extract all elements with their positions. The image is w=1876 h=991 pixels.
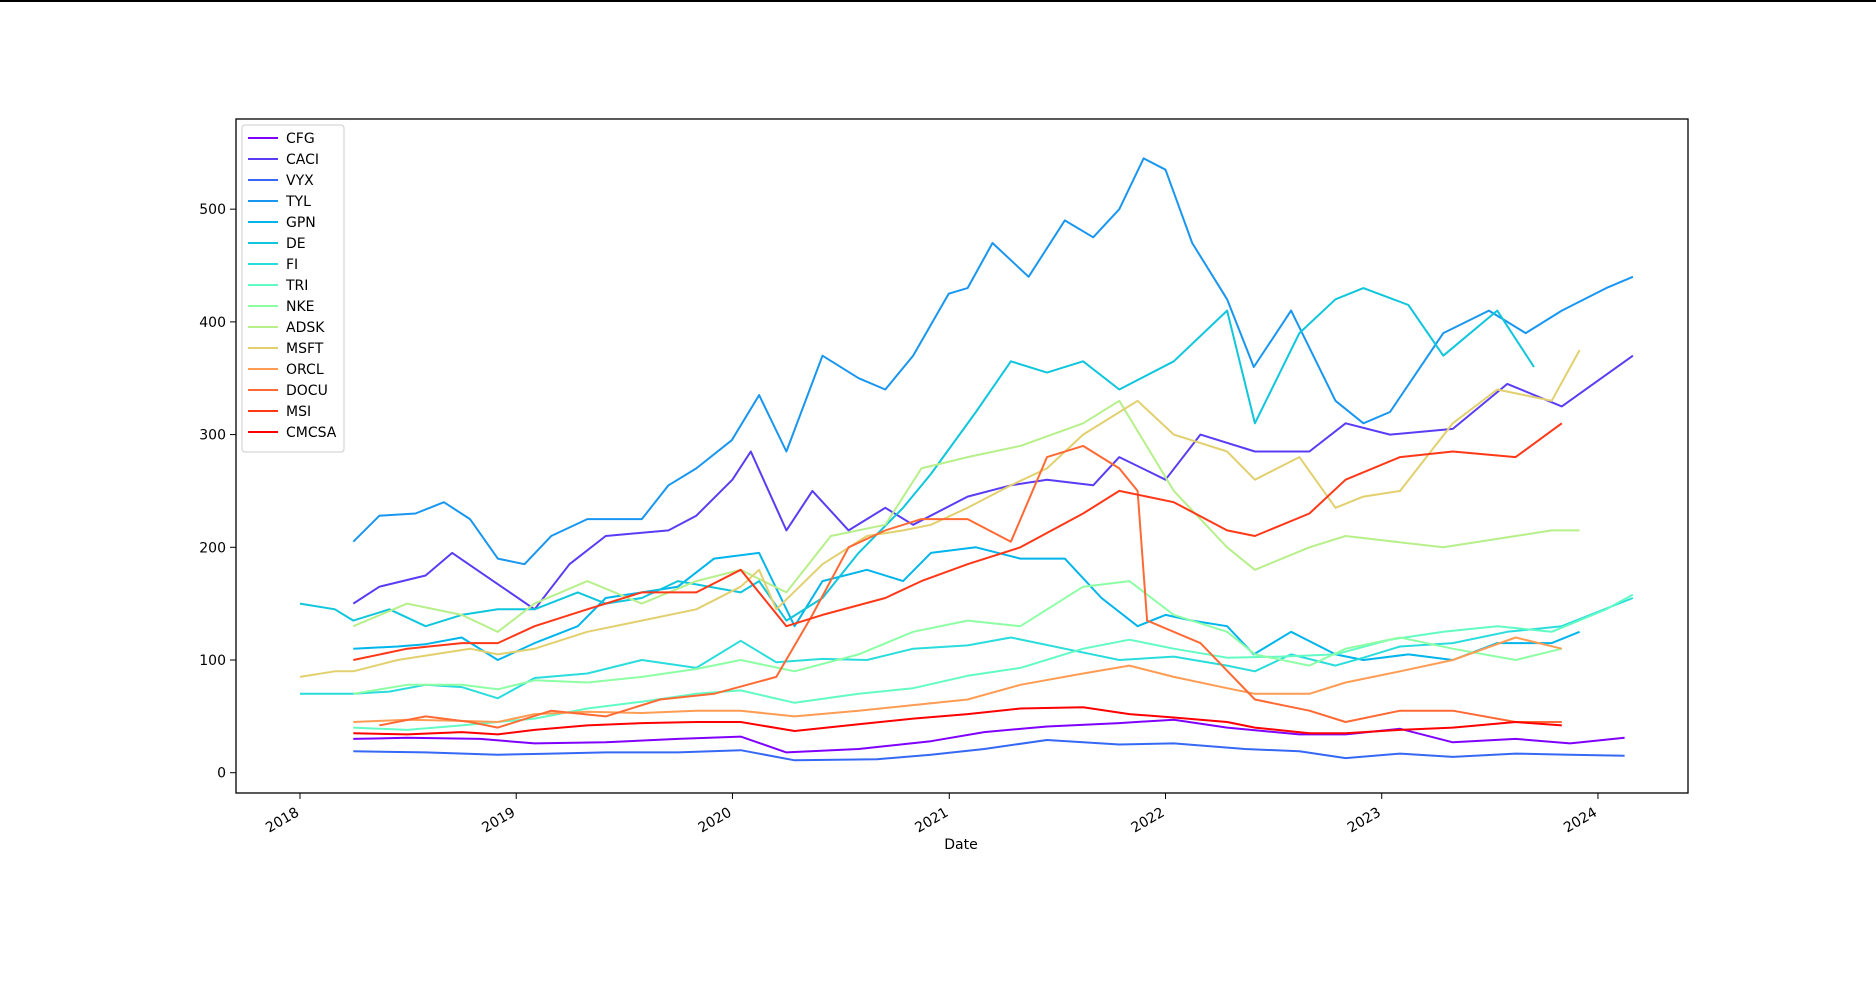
series-line-gpn — [353, 546, 1580, 661]
series-line-msi — [353, 422, 1563, 661]
series-layer — [299, 157, 1634, 762]
y-tick-label: 400 — [199, 315, 226, 331]
legend-label-de: DE — [286, 236, 306, 252]
x-axis: 2018 2019 2020 2021 2022 2023 2024 — [263, 793, 1600, 836]
plot-area-frame — [235, 118, 1689, 794]
x-tick-label: 2018 — [263, 805, 302, 837]
series-line-caci — [352, 354, 1634, 611]
legend-label-cmcsa: CMCSA — [286, 425, 337, 441]
legend-label-fi: FI — [286, 257, 298, 273]
legend-box — [241, 124, 345, 453]
series-line-vyx — [353, 739, 1625, 762]
y-tick-label: 200 — [199, 540, 226, 556]
series-line-de — [299, 287, 1535, 628]
legend-label-docu: DOCU — [286, 383, 328, 399]
x-tick-label: 2019 — [479, 805, 518, 837]
y-tick-label: 0 — [217, 766, 226, 782]
series-line-adsk — [352, 399, 1580, 633]
legend-label-vyx: VYX — [286, 173, 314, 189]
legend-label-gpn: GPN — [286, 215, 316, 231]
legend-label-orcl: ORCL — [286, 362, 324, 378]
series-line-cmcsa — [353, 706, 1562, 736]
y-axis: 0 100 200 300 400 500 — [199, 202, 236, 782]
y-tick-label: 500 — [199, 202, 226, 218]
series-line-tri — [353, 593, 1634, 731]
legend-label-caci: CACI — [286, 152, 319, 168]
series-line-orcl — [353, 636, 1563, 723]
x-tick-label: 2020 — [696, 805, 735, 837]
legend-label-tri: TRI — [285, 278, 308, 294]
series-line-msft — [299, 349, 1581, 678]
series-line-fi — [300, 597, 1634, 700]
x-tick-label: 2023 — [1345, 805, 1384, 837]
y-tick-label: 100 — [199, 653, 226, 669]
legend-label-msft: MSFT — [286, 341, 324, 357]
top-border-line — [0, 0, 1876, 2]
x-tick-label: 2022 — [1129, 805, 1168, 837]
y-tick-label: 300 — [199, 428, 226, 444]
x-axis-title: Date — [944, 837, 977, 853]
legend-label-adsk: ADSK — [286, 320, 325, 336]
x-tick-label: 2024 — [1561, 805, 1600, 837]
legend-label-cfg: CFG — [286, 131, 315, 147]
legend-label-tyl: TYL — [285, 194, 311, 210]
x-tick-label: 2021 — [912, 805, 951, 837]
series-line-nke — [353, 580, 1563, 695]
legend-label-nke: NKE — [286, 299, 315, 315]
legend: CFG CACI VYX TYL GPN DE FI TRI NKE ADSK MSFT ORCL DO… — [241, 124, 345, 453]
legend-label-msi: MSI — [286, 404, 311, 420]
series-line-tyl — [352, 157, 1634, 566]
series-line-docu — [379, 444, 1562, 729]
series-line-cfg — [353, 718, 1625, 754]
